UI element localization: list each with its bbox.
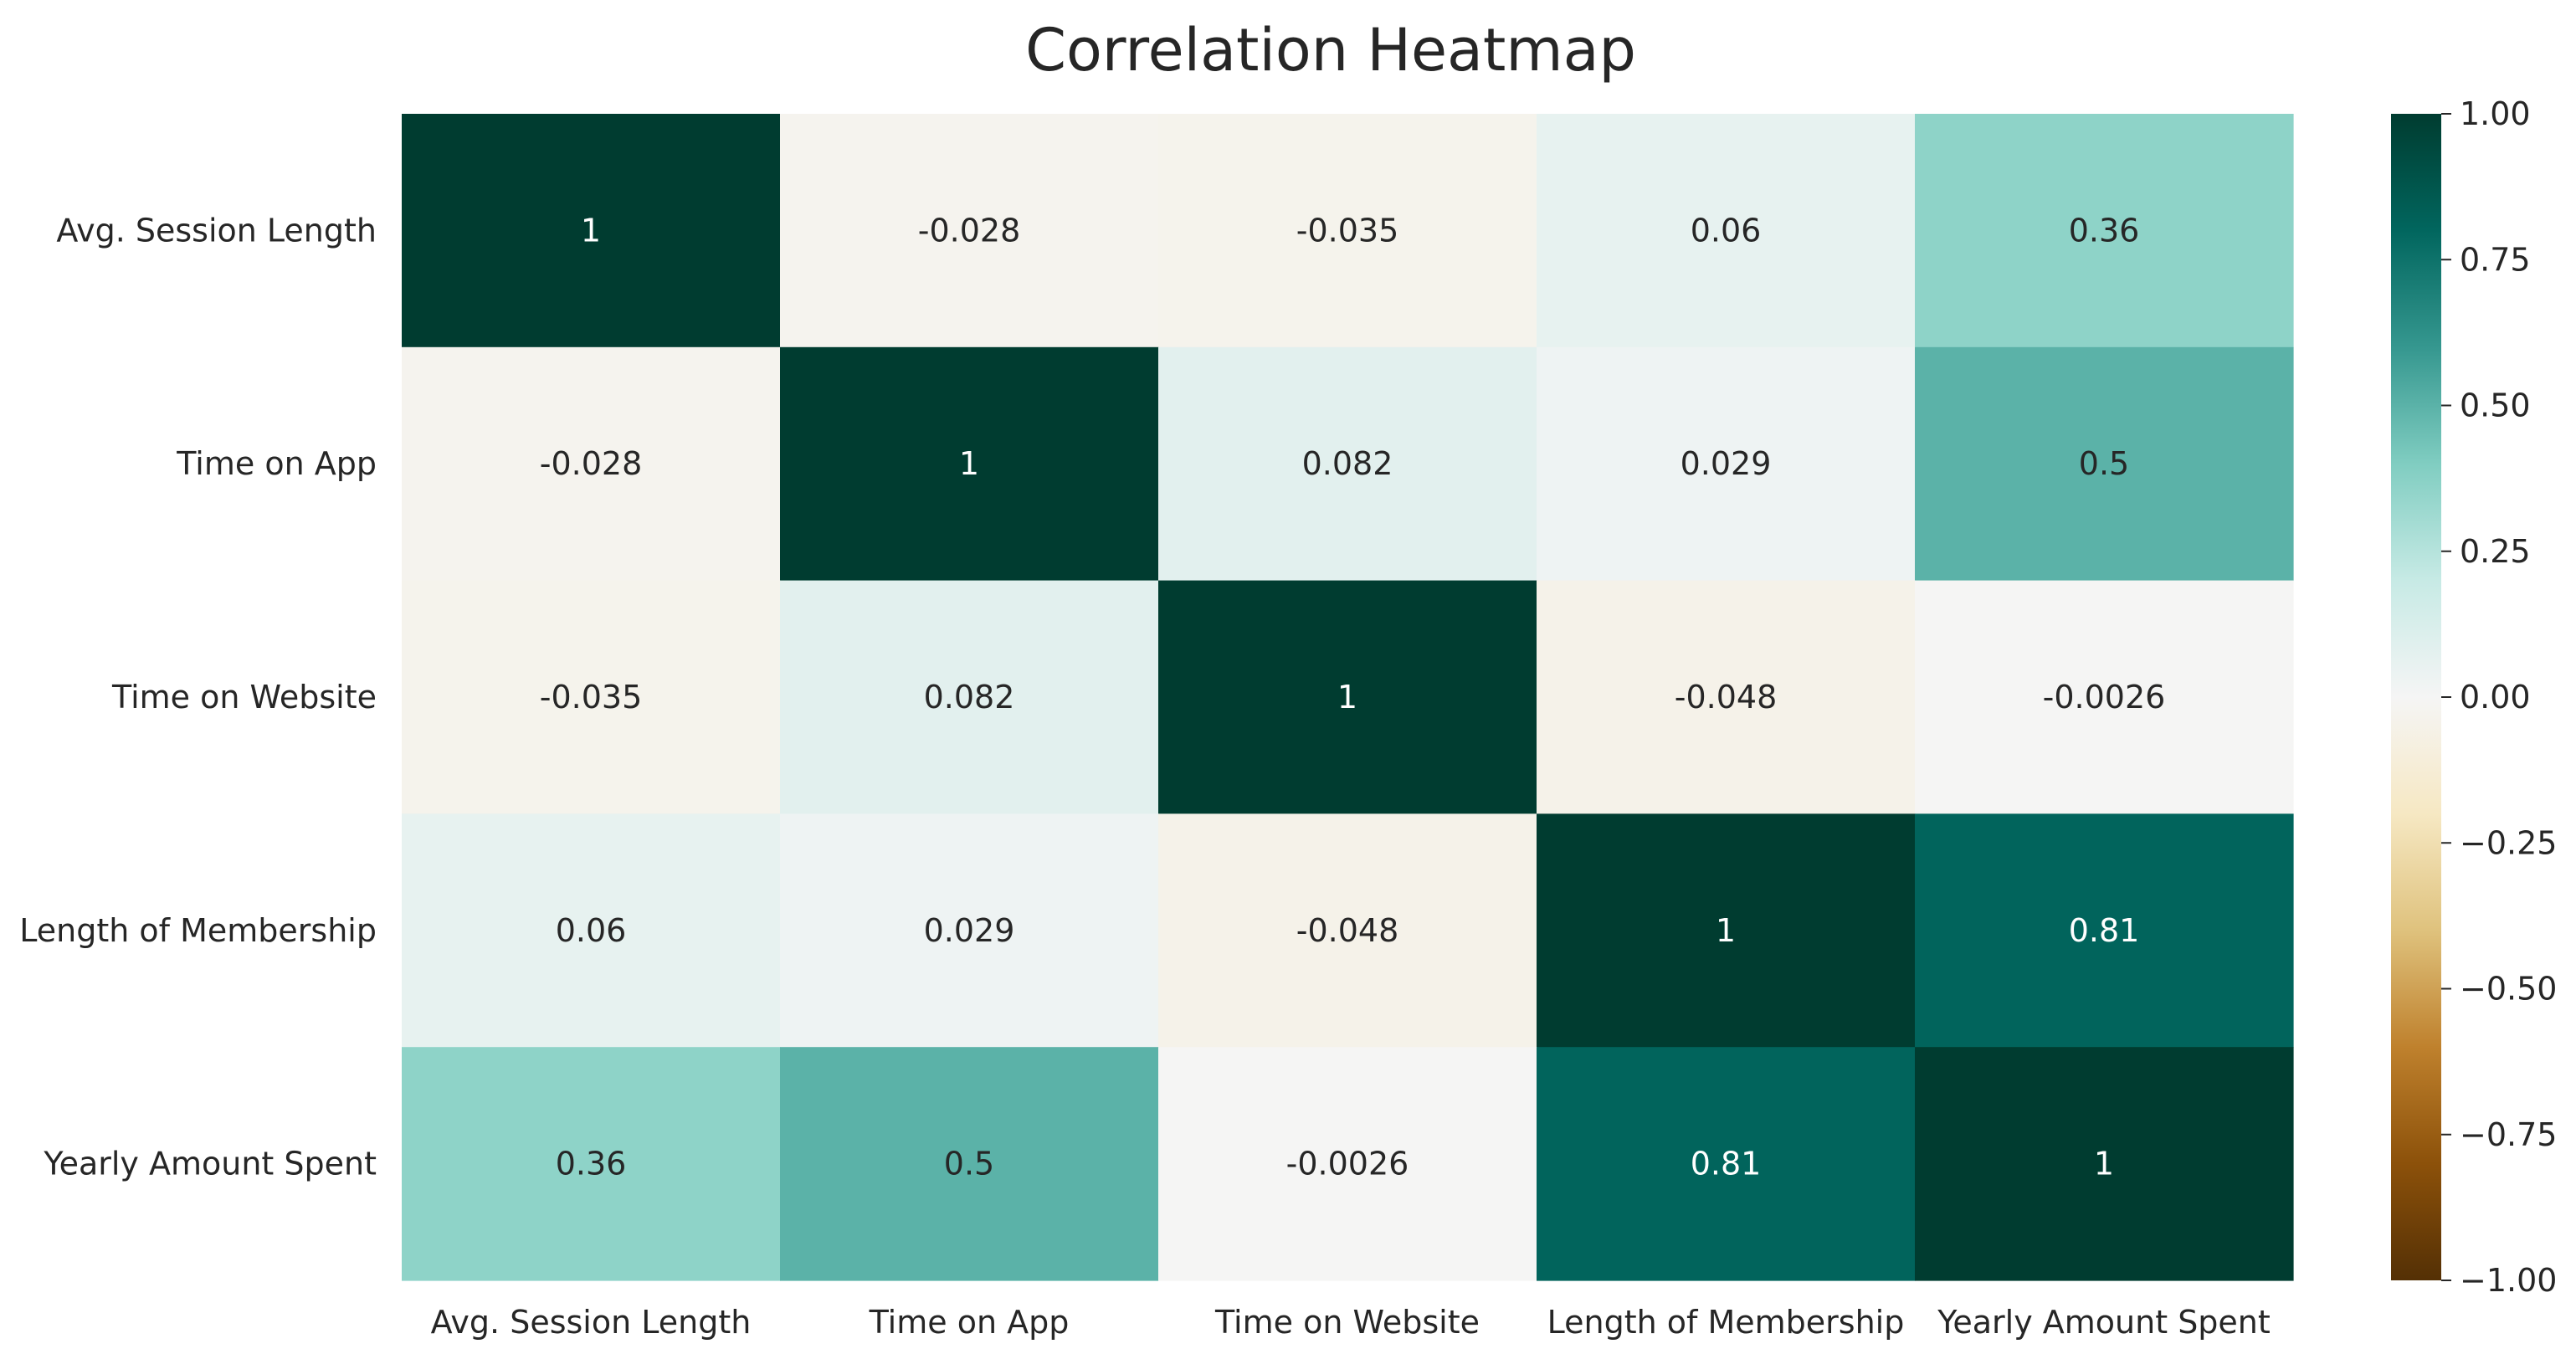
heatmap-cell-r0-c1 <box>780 114 1159 348</box>
cell-annotation-r1-c0: -0.028 <box>540 445 643 482</box>
heatmap-cell-r2-c1 <box>780 580 1159 814</box>
colorbar-gradient <box>2391 114 2441 1280</box>
row-label-yearly-amount-spent: Yearly Amount Spent <box>43 1146 377 1182</box>
cell-annotation-r1-c1: 1 <box>959 445 979 482</box>
heatmap-cell-r2-c3 <box>1537 580 1916 814</box>
colorbar-tick-label-0: 1.00 <box>2460 95 2531 132</box>
heatmap-cells <box>402 114 2294 1281</box>
cell-annotation-r1-c4: 0.5 <box>2079 445 2129 482</box>
row-labels: Avg. Session Length Time on App Time on We… <box>19 212 377 1182</box>
cell-annotation-r3-c3: 1 <box>1716 912 1736 949</box>
column-label-length-of-membership: Length of Membership <box>1547 1304 1905 1341</box>
cell-annotation-r2-c0: -0.035 <box>540 679 643 715</box>
cell-annotation-r4-c2: -0.0026 <box>1286 1146 1409 1182</box>
heatmap-cell-r1-c1 <box>780 346 1159 582</box>
colorbar-tick-label-5: −0.25 <box>2460 824 2557 861</box>
cell-annotation-r4-c4: 1 <box>2094 1146 2114 1182</box>
heatmap-cell-r3-c4 <box>1915 813 2294 1048</box>
colorbar: 1.00 0.75 0.50 0.25 0.00 −0.25 −0.50 −0.75 −1.00 <box>2391 95 2557 1299</box>
heatmap-cell-r3-c2 <box>1158 813 1537 1048</box>
cell-annotation-r3-c2: -0.048 <box>1296 912 1399 949</box>
colorbar-tick-label-7: −0.75 <box>2460 1116 2557 1153</box>
colorbar-tick-label-6: −0.50 <box>2460 971 2557 1008</box>
heatmap-cell-r0-c3 <box>1537 114 1916 348</box>
cell-annotation-r1-c3: 0.029 <box>1681 445 1772 482</box>
heatmap-cell-r4-c4 <box>1915 1047 2294 1281</box>
heatmap-cell-r2-c2 <box>1158 580 1537 814</box>
heatmap-cell-r1-c4 <box>1915 346 2294 582</box>
heatmap-cell-r2-c0 <box>402 580 781 814</box>
cell-annotation-r2-c2: 1 <box>1337 679 1357 715</box>
heatmap-cell-r1-c3 <box>1537 346 1916 582</box>
chart-title: Correlation Heatmap <box>1025 16 1636 85</box>
heatmap-cell-r3-c1 <box>780 813 1159 1048</box>
cell-annotation-r4-c1: 0.5 <box>944 1146 994 1182</box>
colorbar-tick-label-2: 0.50 <box>2460 387 2531 424</box>
cell-annotation-r3-c4: 0.81 <box>2069 912 2140 949</box>
heatmap-cell-r1-c2 <box>1158 346 1537 582</box>
column-labels: Avg. Session Length Time on App Time on We… <box>431 1304 2271 1341</box>
colorbar-tick-label-4: 0.00 <box>2460 679 2531 715</box>
cell-annotation-r0-c3: 0.06 <box>1691 212 1762 249</box>
cell-annotation-r4-c0: 0.36 <box>556 1146 627 1182</box>
cell-annotation-r0-c4: 0.36 <box>2069 212 2140 249</box>
heatmap-cell-r1-c0 <box>402 346 781 582</box>
heatmap-cell-r4-c0 <box>402 1047 781 1281</box>
row-label-avg-session-length: Avg. Session Length <box>56 212 377 249</box>
heatmap-cell-r2-c4 <box>1915 580 2294 814</box>
column-label-yearly-amount-spent: Yearly Amount Spent <box>1937 1304 2271 1341</box>
column-label-time-on-website: Time on Website <box>1214 1304 1480 1341</box>
row-label-time-on-app: Time on App <box>176 445 377 482</box>
cell-annotation-r2-c3: -0.048 <box>1675 679 1778 715</box>
cell-annotation-r4-c3: 0.81 <box>1691 1146 1762 1182</box>
heatmap-cell-r4-c3 <box>1537 1047 1916 1281</box>
row-label-length-of-membership: Length of Membership <box>19 912 377 949</box>
cell-annotation-r2-c4: -0.0026 <box>2043 679 2166 715</box>
heatmap-annotations: 1 -0.028 -0.035 0.06 0.36 -0.028 1 0.082 0.029 0.… <box>540 212 2166 1182</box>
heatmap-cell-r0-c4 <box>1915 114 2294 348</box>
heatmap-cell-r0-c0 <box>402 114 781 348</box>
colorbar-tick-label-8: −1.00 <box>2460 1262 2557 1299</box>
column-label-time-on-app: Time on App <box>869 1304 1070 1341</box>
heatmap-cell-r3-c0 <box>402 813 781 1048</box>
cell-annotation-r1-c2: 0.082 <box>1302 445 1393 482</box>
heatmap-cell-r0-c2 <box>1158 114 1537 348</box>
cell-annotation-r0-c0: 1 <box>581 212 601 249</box>
cell-annotation-r0-c2: -0.035 <box>1296 212 1399 249</box>
cell-annotation-r3-c0: 0.06 <box>556 912 627 949</box>
heatmap-cell-r3-c3 <box>1537 813 1916 1048</box>
colorbar-tick-label-1: 0.75 <box>2460 241 2531 278</box>
colorbar-tick-label-3: 0.25 <box>2460 533 2531 570</box>
column-label-avg-session-length: Avg. Session Length <box>431 1304 752 1341</box>
heatmap-cell-r4-c2 <box>1158 1047 1537 1281</box>
cell-annotation-r2-c1: 0.082 <box>924 679 1015 715</box>
heatmap-cell-r4-c1 <box>780 1047 1159 1281</box>
row-label-time-on-website: Time on Website <box>111 679 377 715</box>
cell-annotation-r3-c1: 0.029 <box>924 912 1015 949</box>
cell-annotation-r0-c1: -0.028 <box>918 212 1021 249</box>
